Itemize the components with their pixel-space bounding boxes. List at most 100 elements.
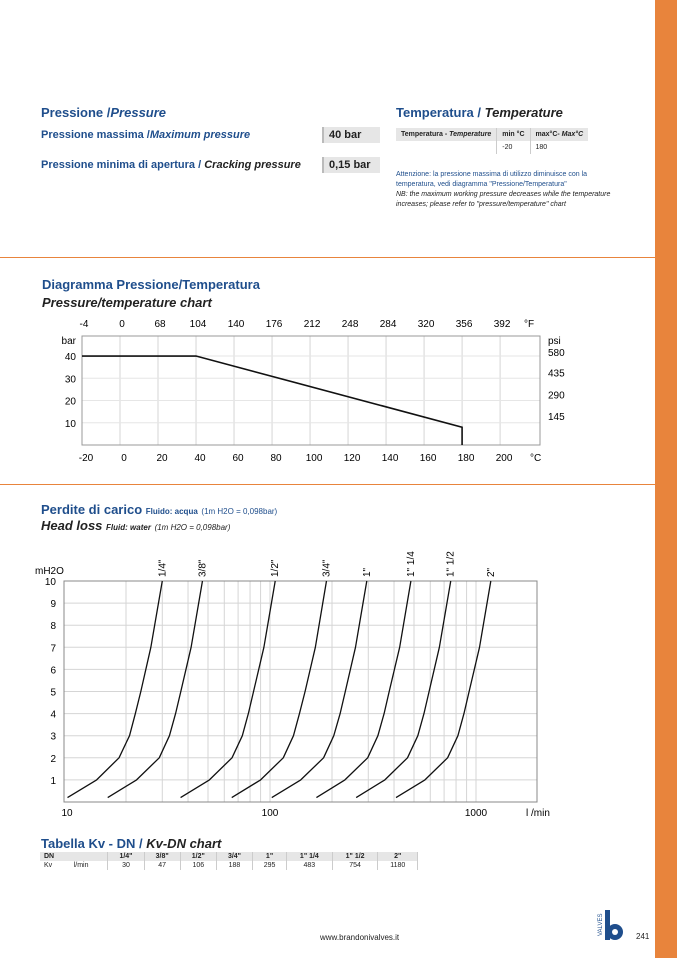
- kv-cell: 754: [332, 861, 379, 870]
- note-en: NB: the maximum working pressure decreas…: [396, 191, 611, 208]
- kv-cell: 188: [216, 861, 254, 870]
- y-tick-label: 4: [50, 710, 56, 721]
- y-axis-label: bar: [62, 336, 77, 347]
- y-tick-label: 7: [50, 643, 56, 654]
- y-tick-label: 2: [50, 754, 56, 765]
- x-top-tick-label: 392: [494, 319, 511, 330]
- y-tick-label: 3: [50, 732, 56, 743]
- kv-header-cell: DN: [40, 852, 70, 861]
- y-tick-label: 10: [65, 419, 77, 430]
- curve-label: 1" 1/4: [406, 551, 417, 577]
- y-tick-label: 5: [50, 688, 56, 699]
- y-right-tick-label: 290: [548, 391, 565, 402]
- kv-cell: 106: [180, 861, 217, 870]
- head-loss-curve: [231, 580, 328, 799]
- max-value: 180: [535, 144, 548, 151]
- h-it: Temperatura -: [401, 131, 450, 138]
- kv-table-title: Tabella Kv - DN / Kv-DN chart: [41, 836, 222, 851]
- fluid: Fluido: acqua: [145, 507, 198, 516]
- y-tick-label: 40: [65, 352, 77, 363]
- y-tick-label: 10: [45, 577, 57, 588]
- temperature-note: Attenzione: la pressione massima di util…: [396, 170, 626, 210]
- kv-header-cell: 3/4": [216, 852, 254, 861]
- x-tick-label: 100: [262, 808, 279, 819]
- x-tick-label: -20: [79, 453, 94, 464]
- kv-header-cell: 1/2": [180, 852, 217, 861]
- x-top-tick-label: 356: [456, 319, 473, 330]
- title-en: Head loss: [41, 518, 103, 533]
- curve-label: 1": [362, 567, 373, 577]
- section-divider: [0, 257, 655, 258]
- head-loss-curve: [355, 580, 452, 799]
- kv-cell: 483: [286, 861, 333, 870]
- fluid-note: (1m H2O = 0,098bar): [154, 523, 231, 532]
- kv-cell: 1180: [377, 861, 418, 870]
- kv-header-cell: 3/8": [144, 852, 181, 861]
- plot-area: [81, 335, 541, 446]
- head-loss-curve: [107, 580, 204, 799]
- y-tick-label: 8: [50, 621, 56, 632]
- x-tick-label: 0: [121, 453, 127, 464]
- x-tick-label: 100: [306, 453, 323, 464]
- x-top-tick-label: -4: [80, 319, 89, 330]
- h-it: max°C-: [535, 131, 562, 138]
- label-en: Cracking pressure: [204, 159, 301, 171]
- y-right-tick-label: 435: [548, 368, 565, 379]
- y-axis-label: mH2O: [35, 566, 64, 577]
- x-tick-label: 80: [270, 453, 282, 464]
- section-divider: [0, 484, 655, 485]
- head-loss-chart: 1 2 3 4 5 6 7 8 9 10 10 100 1000 l /min mH2O 1/4" 3/8" 1/…: [35, 551, 550, 819]
- x-tick-label: 140: [382, 453, 399, 464]
- kv-header-cell: 1": [252, 852, 287, 861]
- cracking-pressure-label: Pressione minima di apertura / Cracking …: [41, 159, 301, 171]
- fluid: Fluid: water: [106, 523, 151, 532]
- kv-cell: Kv: [44, 862, 53, 869]
- orange-side-band: [655, 0, 677, 958]
- col-min: min °C: [496, 128, 531, 141]
- kv-cell: l/min: [69, 861, 109, 870]
- kv-header-cell: 2": [377, 852, 418, 861]
- x-top-tick-label: 284: [380, 319, 397, 330]
- head-loss-curve: [67, 580, 163, 799]
- y-tick-label: 6: [50, 665, 56, 676]
- y-tick-label: 9: [50, 599, 56, 610]
- min-value: -20: [496, 141, 531, 154]
- kv-cell: 30: [107, 861, 145, 870]
- x-top-unit-label: °F: [524, 319, 534, 330]
- kv-header-cell: 1" 1/2: [332, 852, 379, 861]
- x-top-tick-label: 68: [154, 319, 166, 330]
- cell: [396, 141, 498, 154]
- kv-header-cell: [69, 852, 109, 861]
- x-top-tick-label: 0: [119, 319, 125, 330]
- x-tick-label: 20: [156, 453, 168, 464]
- cracking-pressure-value: 0,15 bar: [322, 157, 380, 173]
- x-top-tick-label: 104: [190, 319, 207, 330]
- note-it: Attenzione: la pressione massima di util…: [396, 171, 588, 188]
- x-tick-label: 40: [194, 453, 206, 464]
- website[interactable]: www.brandonivalves.it: [320, 933, 400, 942]
- x-tick-label: 180: [458, 453, 475, 464]
- pressure-temperature-chart: -20 -4 0 0 20 68 40 104 60 140 80 176 100 212 120 248 14…: [62, 319, 566, 464]
- curve-label: 1/2": [270, 559, 281, 577]
- x-top-tick-label: 140: [228, 319, 245, 330]
- h-en: Max°C: [561, 131, 584, 138]
- col-max: max°C- Max°C: [530, 128, 589, 141]
- y-right-tick-label: 145: [548, 412, 565, 423]
- x-tick-label: 10: [61, 808, 73, 819]
- x-top-tick-label: 176: [266, 319, 283, 330]
- x-top-tick-label: 320: [418, 319, 435, 330]
- title-it: Perdite di carico: [41, 502, 143, 517]
- max-pressure-value: 40 bar: [322, 127, 380, 143]
- h-en: Temperature: [449, 131, 492, 138]
- pt-chart-title: Diagramma Pressione/Temperatura: [42, 277, 260, 292]
- curve-label: 1" 1/2: [446, 551, 457, 577]
- kv-cell: 47: [144, 861, 181, 870]
- x-tick-label: 60: [232, 453, 244, 464]
- label-it: Pressione minima di apertura: [41, 159, 196, 171]
- curve-label: 1/4": [157, 559, 168, 577]
- title-en: Kv-DN chart: [146, 836, 222, 851]
- x-tick-label: 1000: [465, 808, 488, 819]
- kv-header-cell: 1" 1/4: [286, 852, 333, 861]
- fluid-note: (1m H2O = 0,098bar): [201, 507, 278, 516]
- kv-cell: 295: [252, 861, 287, 870]
